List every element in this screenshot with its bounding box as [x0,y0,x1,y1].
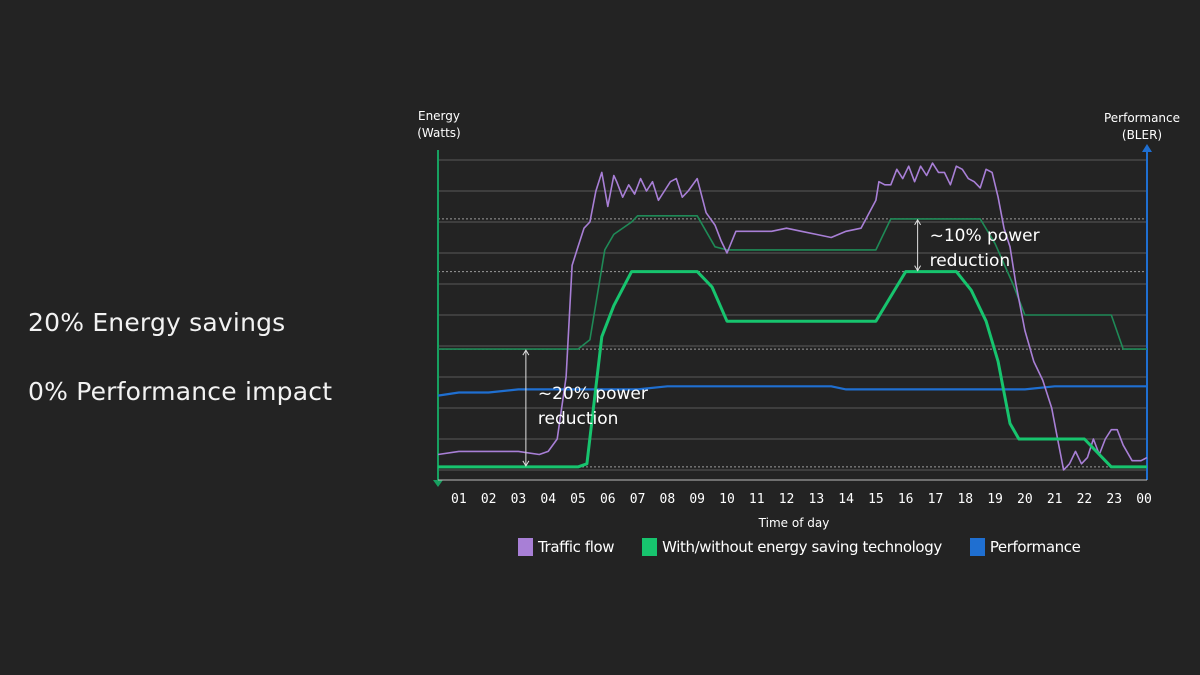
x-tick-label: 12 [779,492,795,507]
performance-impact-headline: 0% Performance impact [28,377,333,406]
right-axis-arrow [1142,144,1152,152]
x-axis-ticks: 01 02 03 04 05 06 07 08 09 10 11 12 13 14 15 16 17 18 19 20… [451,492,1152,507]
annotation-arrow-head-up [914,218,922,226]
series-line-without_saving [438,215,1147,350]
annotation-text: ~20% power [538,384,648,404]
chart-series [437,162,1148,471]
x-tick-label: 19 [987,492,1003,507]
left-axis-arrow [433,480,443,487]
x-tick-label: 05 [570,492,586,507]
legend-item-performance: Performance [969,538,1081,556]
x-tick-label: 15 [868,492,884,507]
annotation-text: ~10% power [930,226,1040,246]
x-tick-label: 02 [481,492,497,507]
x-tick-label: 18 [957,492,973,507]
x-tick-label: 20 [1017,492,1033,507]
annotation-text: reduction [930,251,1011,271]
x-tick-label: 06 [600,492,616,507]
x-tick-label: 07 [630,492,646,507]
series-line-traffic [437,162,1148,471]
energy-savings-headline: 20% Energy savings [28,308,286,337]
left-axis-title: Energy [418,109,460,123]
chart-legend: Traffic flow With/without energy saving … [518,538,1081,556]
x-tick-label: 04 [540,492,556,507]
left-axis-title: (Watts) [417,126,460,140]
chart-annotations: ~20% power reduction ~10% power reduction [522,218,1040,467]
legend-swatch-performance [969,538,985,556]
right-axis-title: Performance [1104,111,1180,125]
axis-titles: Energy (Watts) Performance (BLER) Time of da… [417,109,1180,530]
annotation-arrow-head-down [914,265,922,272]
x-tick-label: 10 [719,492,735,507]
x-tick-label: 00 [1136,492,1152,507]
series-line-with_saving [438,270,1147,469]
x-tick-label: 03 [511,492,527,507]
legend-label-traffic: Traffic flow [538,538,615,556]
legend-item-traffic: Traffic flow [518,538,615,556]
x-tick-label: 11 [749,492,765,507]
annotation-arrow-head-up [522,349,530,356]
x-tick-label: 14 [838,492,854,507]
x-tick-label: 21 [1047,492,1063,507]
legend-label-performance: Performance [989,538,1081,556]
grid-lines [438,159,1147,471]
legend-swatch-energy-saving [642,538,658,556]
x-tick-label: 16 [898,492,914,507]
chart-axes [433,144,1152,487]
x-tick-label: 09 [689,492,705,507]
annotation-arrow-head-down [522,460,530,467]
x-tick-label: 23 [1106,492,1122,507]
x-tick-label: 17 [928,492,944,507]
series-line-performance [437,385,1147,397]
legend-swatch-traffic [518,538,533,556]
legend-item-energy-saving: With/without energy saving technology [642,538,942,556]
x-axis-title: Time of day [758,516,830,530]
x-tick-label: 01 [451,492,467,507]
annotation-text: reduction [538,409,619,429]
x-tick-label: 13 [809,492,825,507]
right-axis-title: (BLER) [1122,128,1162,142]
legend-label-energy-saving: With/without energy saving technology [662,538,942,556]
x-tick-label: 08 [660,492,676,507]
x-tick-label: 22 [1077,492,1093,507]
